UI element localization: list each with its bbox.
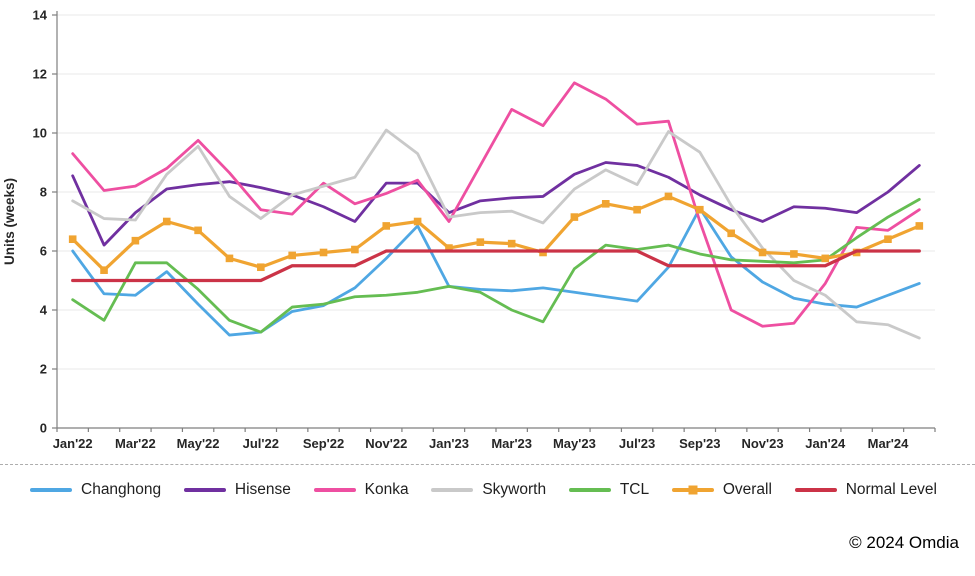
copyright-text: © 2024 Omdia — [849, 533, 959, 552]
y-axis-title: Units (weeks) — [2, 178, 17, 265]
y-tick-label: 2 — [40, 362, 47, 377]
legend-label: TCL — [619, 481, 650, 498]
series-marker-overall — [100, 266, 108, 274]
series-marker-overall — [727, 229, 735, 238]
x-tick-label: Jan'22 — [53, 436, 93, 451]
series-marker-overall — [884, 235, 892, 243]
series-line-changhong — [71, 206, 921, 337]
x-tick-label: Jan'23 — [429, 436, 469, 451]
legend-swatch-changhong — [30, 488, 72, 492]
x-tick-label: Sep'23 — [679, 436, 720, 451]
legend-item-changhong: Changhong — [30, 481, 161, 499]
legend-label: Overall — [722, 481, 772, 498]
series-line-hisense — [71, 161, 921, 247]
series-marker-overall — [821, 254, 830, 263]
series-marker-overall — [696, 205, 704, 214]
legend-swatch-overall — [671, 485, 714, 495]
chart-area: 0 2 4 6 8 10 12 14 Jan'22 Mar'22 May'22 Jul'22 Sep'2… — [2, 8, 936, 451]
series-marker-overall — [790, 250, 798, 258]
legend-label: Normal Level — [845, 481, 937, 498]
series-marker-overall — [413, 217, 422, 226]
series-line-overall — [71, 194, 921, 272]
x-tick-label: Jan'24 — [805, 436, 846, 451]
x-tick-label: May'23 — [553, 436, 596, 451]
series-line-tcl — [71, 197, 921, 334]
legend-item-overall: Overall — [671, 481, 772, 499]
inventory-line-chart: 0 2 4 6 8 10 12 14 Jan'22 Mar'22 May'22 Jul'22 Sep'2… — [2, 8, 936, 451]
series-line-konka — [71, 81, 921, 328]
legend-label: Hisense — [234, 481, 291, 498]
y-tick-label: 12 — [33, 67, 47, 82]
legend-swatch-skyworth — [431, 488, 474, 492]
legend-label: Konka — [364, 481, 409, 498]
legend-swatch-tcl — [568, 488, 611, 492]
y-tick-label: 6 — [40, 244, 47, 259]
series-marker-overall — [225, 254, 234, 263]
series-marker-overall — [68, 235, 77, 243]
series-marker-overall — [507, 239, 516, 248]
legend-label: Skyworth — [482, 481, 547, 498]
legend-swatch-hisense — [183, 488, 226, 492]
series-marker-overall — [915, 222, 924, 230]
y-tick-label: 4 — [40, 303, 48, 318]
x-tick-label: Mar'24 — [868, 436, 909, 451]
x-tick-label: May'22 — [177, 436, 220, 451]
y-tick-label: 10 — [33, 126, 47, 141]
chart-legend: Changhong Hisense Konka Skyworth TCL Overall N… — [30, 481, 937, 499]
series-marker-overall — [131, 236, 140, 245]
series-marker-overall — [319, 248, 328, 257]
legend-item-hisense: Hisense — [183, 481, 291, 499]
x-tick-label: Jul'22 — [243, 436, 279, 451]
legend-item-normal-level: Normal Level — [794, 481, 937, 499]
x-tick-label: Nov'22 — [365, 436, 407, 451]
series-marker-overall — [664, 192, 673, 201]
series-marker-overall — [194, 226, 202, 235]
series-marker-overall — [351, 245, 359, 254]
series-marker-overall — [758, 248, 767, 257]
x-tick-label: Nov'23 — [741, 436, 783, 451]
x-tick-label: Sep'22 — [303, 436, 344, 451]
x-tick-label: Jul'23 — [619, 436, 655, 451]
y-tick-label: 0 — [40, 421, 47, 436]
series-marker-overall — [288, 251, 296, 260]
series-marker-overall — [162, 217, 171, 226]
legend-swatch-konka — [313, 488, 356, 492]
series-marker-overall — [382, 222, 391, 230]
x-tick-label: Mar'23 — [491, 436, 532, 451]
legend-swatch-normal-level — [794, 488, 837, 492]
series-marker-overall — [570, 213, 579, 221]
y-tick-label: 14 — [33, 8, 48, 23]
y-tick-label: 8 — [40, 185, 47, 200]
legend-item-konka: Konka — [313, 481, 409, 499]
series-marker-overall — [633, 205, 641, 214]
series-marker-overall — [445, 244, 453, 252]
series-marker-overall — [601, 200, 610, 208]
x-tick-label: Mar'22 — [115, 436, 156, 451]
legend-label: Changhong — [81, 481, 162, 498]
legend-item-skyworth: Skyworth — [431, 481, 546, 499]
series-marker-overall — [476, 238, 485, 246]
legend-item-tcl: TCL — [568, 481, 650, 499]
series-marker-overall — [257, 263, 265, 272]
legend-separator-line: Changhong Hisense Konka Skyworth TCL Overall N… — [0, 464, 975, 499]
series-line-normal-level — [71, 249, 921, 283]
